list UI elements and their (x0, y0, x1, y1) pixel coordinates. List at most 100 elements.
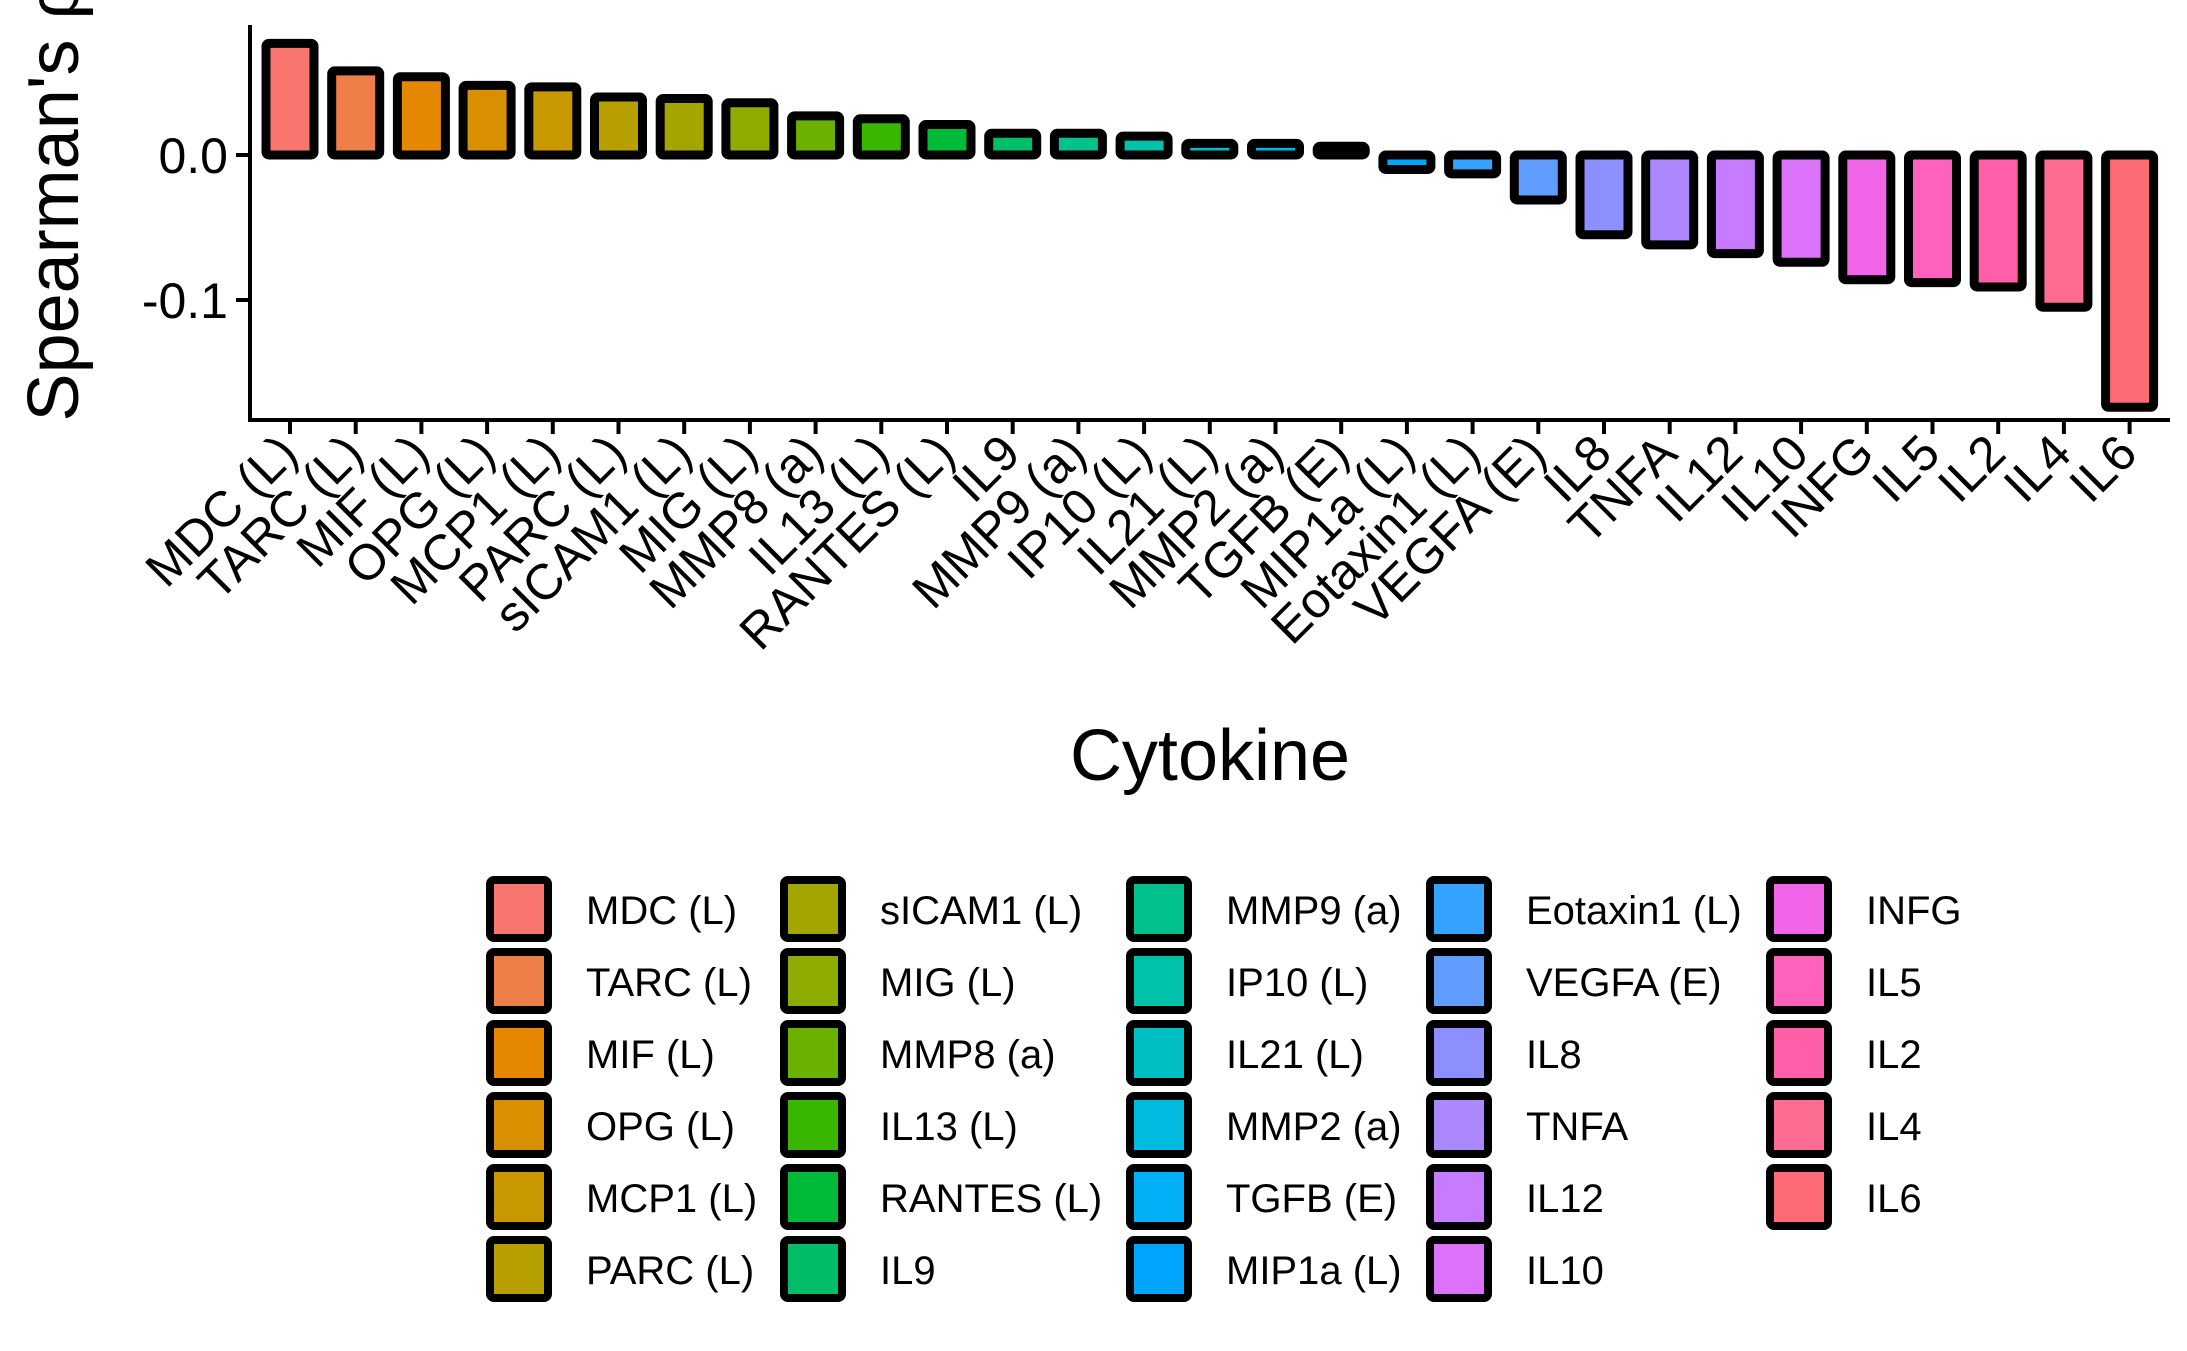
bar (655, 93, 713, 160)
bar (2101, 150, 2159, 412)
bar (1312, 141, 1370, 160)
legend-swatch (486, 948, 552, 1014)
legend-label: IL8 (1526, 1033, 1582, 1077)
legend-swatch (1126, 1092, 1192, 1158)
bar (524, 82, 582, 160)
legend-swatch (486, 1092, 552, 1158)
y-tick-label: 0.0 (158, 128, 228, 184)
y-ticks: 0.0 -0.1 (142, 128, 250, 329)
bar (1509, 150, 1567, 205)
y-tick: 0.0 (158, 128, 250, 184)
legend-swatch (1426, 1020, 1492, 1086)
legend-entry: TARC (L) (486, 948, 752, 1014)
legend-swatch (1766, 1092, 1832, 1158)
legend-entry: sICAM1 (L) (780, 876, 1082, 942)
bar (1444, 150, 1502, 179)
bar (2035, 150, 2093, 312)
legend-label: INFG (1866, 889, 1962, 933)
legend-entry: IL13 (L) (780, 1092, 1018, 1158)
bars (261, 38, 2159, 412)
legend-label: IL12 (1526, 1177, 1604, 1221)
legend-label: IL6 (1866, 1177, 1922, 1221)
legend-label: Eotaxin1 (L) (1526, 889, 1742, 933)
bar (590, 92, 647, 160)
legend-label: IL9 (880, 1249, 936, 1293)
legend-label: MIG (L) (880, 961, 1016, 1005)
legend-entry: IL21 (L) (1126, 1020, 1364, 1086)
legend-label: IL4 (1866, 1105, 1922, 1149)
legend-entry: MMP9 (a) (1126, 876, 1402, 942)
legend-entry: PARC (L) (486, 1236, 754, 1302)
y-tick: -0.1 (142, 273, 250, 329)
legend-swatch (486, 1020, 552, 1086)
legend-entry: TNFA (1426, 1092, 1629, 1158)
bar (787, 111, 845, 160)
bar (1641, 150, 1699, 250)
legend: MDC (L) TARC (L) MIF (L) OPG (L) MCP1 (L) PAR… (486, 876, 1962, 1302)
legend-label: IL2 (1866, 1033, 1922, 1077)
legend-swatch (486, 1164, 552, 1230)
legend-swatch (1426, 948, 1492, 1014)
bar (392, 72, 450, 160)
legend-label: sICAM1 (L) (880, 889, 1082, 933)
legend-entry: MDC (L) (486, 876, 737, 942)
legend-label: MDC (L) (586, 889, 737, 933)
bar (852, 114, 910, 160)
legend-swatch (780, 1164, 846, 1230)
bar (327, 66, 385, 160)
legend-entry: IP10 (L) (1126, 948, 1368, 1014)
legend-swatch (780, 948, 846, 1014)
legend-swatch (486, 876, 552, 942)
legend-label: IL21 (L) (1226, 1033, 1364, 1077)
legend-entry: IL8 (1426, 1020, 1582, 1086)
y-tick-label: -0.1 (142, 273, 228, 329)
legend-swatch (1126, 876, 1192, 942)
bar (1904, 150, 1961, 288)
x-ticks: MDC (L)TARC (L)MIF (L)OPG (L)MCP1 (L)PAR… (135, 420, 2147, 660)
legend-entry: MIP1a (L) (1126, 1236, 1402, 1302)
bar (1575, 150, 1633, 240)
legend-swatch (1126, 1164, 1192, 1230)
legend-entry: IL4 (1766, 1092, 1922, 1158)
legend-entry: IL6 (1766, 1164, 1922, 1230)
bar (261, 38, 319, 160)
bar (1181, 138, 1239, 160)
legend-swatch (1426, 1236, 1492, 1302)
bar (1772, 150, 1830, 267)
legend-label: TNFA (1526, 1105, 1629, 1149)
legend-swatch (1126, 1236, 1192, 1302)
legend-entry: RANTES (L) (780, 1164, 1102, 1230)
bar (458, 80, 516, 160)
legend-swatch (780, 1236, 846, 1302)
legend-swatch (1766, 1020, 1832, 1086)
legend-entry: IL9 (780, 1236, 936, 1302)
legend-label: TGFB (E) (1226, 1177, 1397, 1221)
legend-swatch (780, 1020, 846, 1086)
legend-entry: IL10 (1426, 1236, 1604, 1302)
x-axis-label: Cytokine (1070, 716, 1350, 796)
legend-swatch (1126, 1020, 1192, 1086)
legend-entry: OPG (L) (486, 1092, 735, 1158)
legend-entry: MIF (L) (486, 1020, 715, 1086)
legend-entry: VEGFA (E) (1426, 948, 1722, 1014)
bar (918, 120, 976, 160)
legend-entry: MIG (L) (780, 948, 1016, 1014)
legend-label: OPG (L) (586, 1105, 735, 1149)
legend-label: MMP2 (a) (1226, 1105, 1402, 1149)
bar (1378, 150, 1436, 174)
legend-swatch (1766, 948, 1832, 1014)
legend-swatch (780, 1092, 846, 1158)
legend-label: MMP9 (a) (1226, 889, 1402, 933)
legend-swatch (1766, 876, 1832, 942)
bar (1838, 150, 1896, 285)
legend-label: RANTES (L) (880, 1177, 1102, 1221)
legend-swatch (1426, 876, 1492, 942)
legend-label: IL13 (L) (880, 1105, 1018, 1149)
bar (721, 98, 779, 160)
legend-swatch (1426, 1164, 1492, 1230)
legend-label: MCP1 (L) (586, 1177, 757, 1221)
legend-swatch (1766, 1164, 1832, 1230)
legend-label: PARC (L) (586, 1249, 754, 1293)
bar (1115, 131, 1173, 160)
